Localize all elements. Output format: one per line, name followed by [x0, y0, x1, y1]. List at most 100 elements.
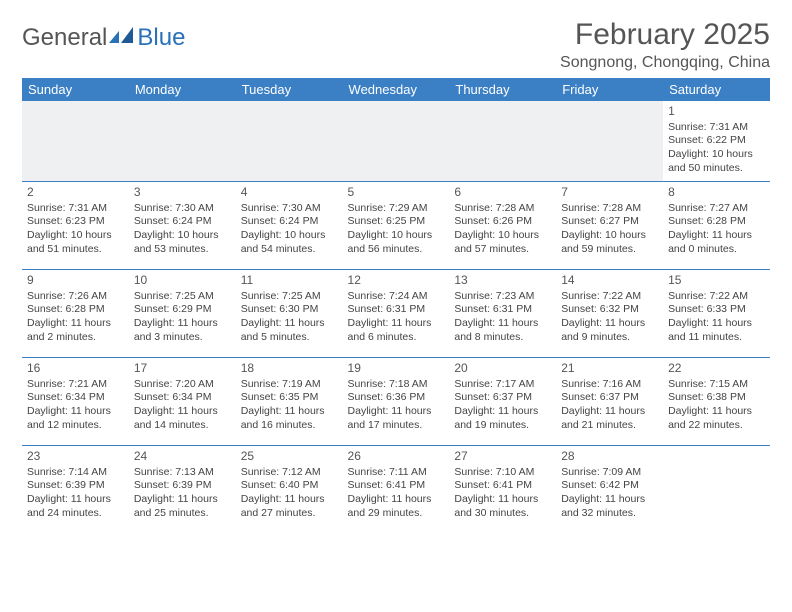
sunset-text: Sunset: 6:30 PM — [241, 303, 338, 317]
sunrise-text: Sunrise: 7:27 AM — [668, 202, 765, 216]
calendar-cell: 26Sunrise: 7:11 AMSunset: 6:41 PMDayligh… — [343, 446, 450, 534]
month-title: February 2025 — [560, 18, 770, 52]
sunset-text: Sunset: 6:37 PM — [561, 391, 658, 405]
sunset-text: Sunset: 6:31 PM — [454, 303, 551, 317]
sunrise-text: Sunrise: 7:21 AM — [27, 378, 124, 392]
day-number: 6 — [454, 185, 551, 201]
day-number: 14 — [561, 273, 658, 289]
daylight-text: Daylight: 11 hours and 30 minutes. — [454, 493, 551, 520]
daylight-text: Daylight: 11 hours and 32 minutes. — [561, 493, 658, 520]
day-number: 15 — [668, 273, 765, 289]
sunset-text: Sunset: 6:35 PM — [241, 391, 338, 405]
sunset-text: Sunset: 6:41 PM — [348, 479, 445, 493]
day-number: 7 — [561, 185, 658, 201]
day-number: 25 — [241, 449, 338, 465]
day-number: 27 — [454, 449, 551, 465]
sunset-text: Sunset: 6:28 PM — [668, 215, 765, 229]
day-number: 1 — [668, 104, 765, 120]
sunset-text: Sunset: 6:40 PM — [241, 479, 338, 493]
title-block: February 2025 Songnong, Chongqing, China — [560, 18, 770, 72]
daylight-text: Daylight: 11 hours and 12 minutes. — [27, 405, 124, 432]
daylight-text: Daylight: 11 hours and 3 minutes. — [134, 317, 231, 344]
calendar-cell — [663, 446, 770, 534]
sunrise-text: Sunrise: 7:23 AM — [454, 290, 551, 304]
calendar-cell: 2Sunrise: 7:31 AMSunset: 6:23 PMDaylight… — [22, 182, 129, 270]
sunset-text: Sunset: 6:24 PM — [241, 215, 338, 229]
daylight-text: Daylight: 10 hours and 59 minutes. — [561, 229, 658, 256]
calendar-cell: 28Sunrise: 7:09 AMSunset: 6:42 PMDayligh… — [556, 446, 663, 534]
daylight-text: Daylight: 11 hours and 6 minutes. — [348, 317, 445, 344]
sunset-text: Sunset: 6:23 PM — [27, 215, 124, 229]
logo-sail-icon — [109, 24, 135, 52]
daylight-text: Daylight: 11 hours and 21 minutes. — [561, 405, 658, 432]
daylight-text: Daylight: 11 hours and 9 minutes. — [561, 317, 658, 344]
sunrise-text: Sunrise: 7:17 AM — [454, 378, 551, 392]
sunrise-text: Sunrise: 7:13 AM — [134, 466, 231, 480]
location: Songnong, Chongqing, China — [560, 54, 770, 72]
calendar-cell: 27Sunrise: 7:10 AMSunset: 6:41 PMDayligh… — [449, 446, 556, 534]
sunset-text: Sunset: 6:28 PM — [27, 303, 124, 317]
calendar-cell: 7Sunrise: 7:28 AMSunset: 6:27 PMDaylight… — [556, 182, 663, 270]
calendar-cell — [129, 101, 236, 182]
sunrise-text: Sunrise: 7:12 AM — [241, 466, 338, 480]
sunset-text: Sunset: 6:33 PM — [668, 303, 765, 317]
daylight-text: Daylight: 11 hours and 22 minutes. — [668, 405, 765, 432]
logo-text-general: General — [22, 24, 107, 52]
sunset-text: Sunset: 6:26 PM — [454, 215, 551, 229]
sunrise-text: Sunrise: 7:14 AM — [27, 466, 124, 480]
sunrise-text: Sunrise: 7:10 AM — [454, 466, 551, 480]
day-number: 2 — [27, 185, 124, 201]
calendar-head: SundayMondayTuesdayWednesdayThursdayFrid… — [22, 78, 770, 101]
logo: General Blue — [22, 18, 185, 52]
calendar-cell: 8Sunrise: 7:27 AMSunset: 6:28 PMDaylight… — [663, 182, 770, 270]
daylight-text: Daylight: 10 hours and 50 minutes. — [668, 148, 765, 175]
daylight-text: Daylight: 11 hours and 2 minutes. — [27, 317, 124, 344]
sunset-text: Sunset: 6:37 PM — [454, 391, 551, 405]
day-number: 19 — [348, 361, 445, 377]
day-number: 5 — [348, 185, 445, 201]
calendar-cell: 6Sunrise: 7:28 AMSunset: 6:26 PMDaylight… — [449, 182, 556, 270]
daylight-text: Daylight: 11 hours and 16 minutes. — [241, 405, 338, 432]
daylight-text: Daylight: 10 hours and 57 minutes. — [454, 229, 551, 256]
sunset-text: Sunset: 6:31 PM — [348, 303, 445, 317]
day-header: Saturday — [663, 78, 770, 101]
calendar-cell: 20Sunrise: 7:17 AMSunset: 6:37 PMDayligh… — [449, 358, 556, 446]
sunrise-text: Sunrise: 7:30 AM — [134, 202, 231, 216]
calendar-cell: 22Sunrise: 7:15 AMSunset: 6:38 PMDayligh… — [663, 358, 770, 446]
sunset-text: Sunset: 6:34 PM — [134, 391, 231, 405]
calendar-cell — [22, 101, 129, 182]
sunrise-text: Sunrise: 7:11 AM — [348, 466, 445, 480]
sunrise-text: Sunrise: 7:15 AM — [668, 378, 765, 392]
sunrise-text: Sunrise: 7:28 AM — [561, 202, 658, 216]
sunrise-text: Sunrise: 7:16 AM — [561, 378, 658, 392]
sunset-text: Sunset: 6:22 PM — [668, 134, 765, 148]
calendar-cell: 3Sunrise: 7:30 AMSunset: 6:24 PMDaylight… — [129, 182, 236, 270]
day-header: Wednesday — [343, 78, 450, 101]
day-number: 4 — [241, 185, 338, 201]
day-header: Tuesday — [236, 78, 343, 101]
day-number: 23 — [27, 449, 124, 465]
day-number: 22 — [668, 361, 765, 377]
day-number: 3 — [134, 185, 231, 201]
calendar-week: 16Sunrise: 7:21 AMSunset: 6:34 PMDayligh… — [22, 358, 770, 446]
calendar-cell: 18Sunrise: 7:19 AMSunset: 6:35 PMDayligh… — [236, 358, 343, 446]
sunrise-text: Sunrise: 7:25 AM — [241, 290, 338, 304]
calendar-cell: 21Sunrise: 7:16 AMSunset: 6:37 PMDayligh… — [556, 358, 663, 446]
calendar-cell: 5Sunrise: 7:29 AMSunset: 6:25 PMDaylight… — [343, 182, 450, 270]
sunset-text: Sunset: 6:39 PM — [134, 479, 231, 493]
day-number: 11 — [241, 273, 338, 289]
sunrise-text: Sunrise: 7:31 AM — [27, 202, 124, 216]
day-number: 10 — [134, 273, 231, 289]
sunset-text: Sunset: 6:27 PM — [561, 215, 658, 229]
day-number: 28 — [561, 449, 658, 465]
daylight-text: Daylight: 11 hours and 29 minutes. — [348, 493, 445, 520]
daylight-text: Daylight: 10 hours and 54 minutes. — [241, 229, 338, 256]
calendar-cell: 15Sunrise: 7:22 AMSunset: 6:33 PMDayligh… — [663, 270, 770, 358]
daylight-text: Daylight: 11 hours and 24 minutes. — [27, 493, 124, 520]
calendar-cell — [236, 101, 343, 182]
calendar-week: 1Sunrise: 7:31 AMSunset: 6:22 PMDaylight… — [22, 101, 770, 182]
calendar-cell: 1Sunrise: 7:31 AMSunset: 6:22 PMDaylight… — [663, 101, 770, 182]
day-number: 9 — [27, 273, 124, 289]
daylight-text: Daylight: 11 hours and 11 minutes. — [668, 317, 765, 344]
sunset-text: Sunset: 6:41 PM — [454, 479, 551, 493]
